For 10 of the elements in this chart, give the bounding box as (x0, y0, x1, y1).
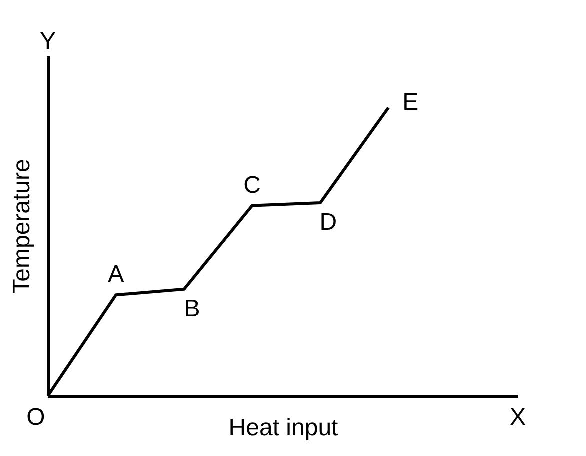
text: Y (40, 28, 56, 55)
y-axis-title: Temperature (8, 159, 36, 294)
annotation: B (184, 295, 200, 322)
annotation: C (244, 172, 262, 199)
annotation: E (402, 88, 419, 116)
text: O (26, 404, 46, 431)
annotation: A (108, 261, 124, 288)
annotation: D (320, 208, 338, 236)
x-axis-title: Heat input (228, 414, 339, 442)
text: X (510, 404, 526, 431)
